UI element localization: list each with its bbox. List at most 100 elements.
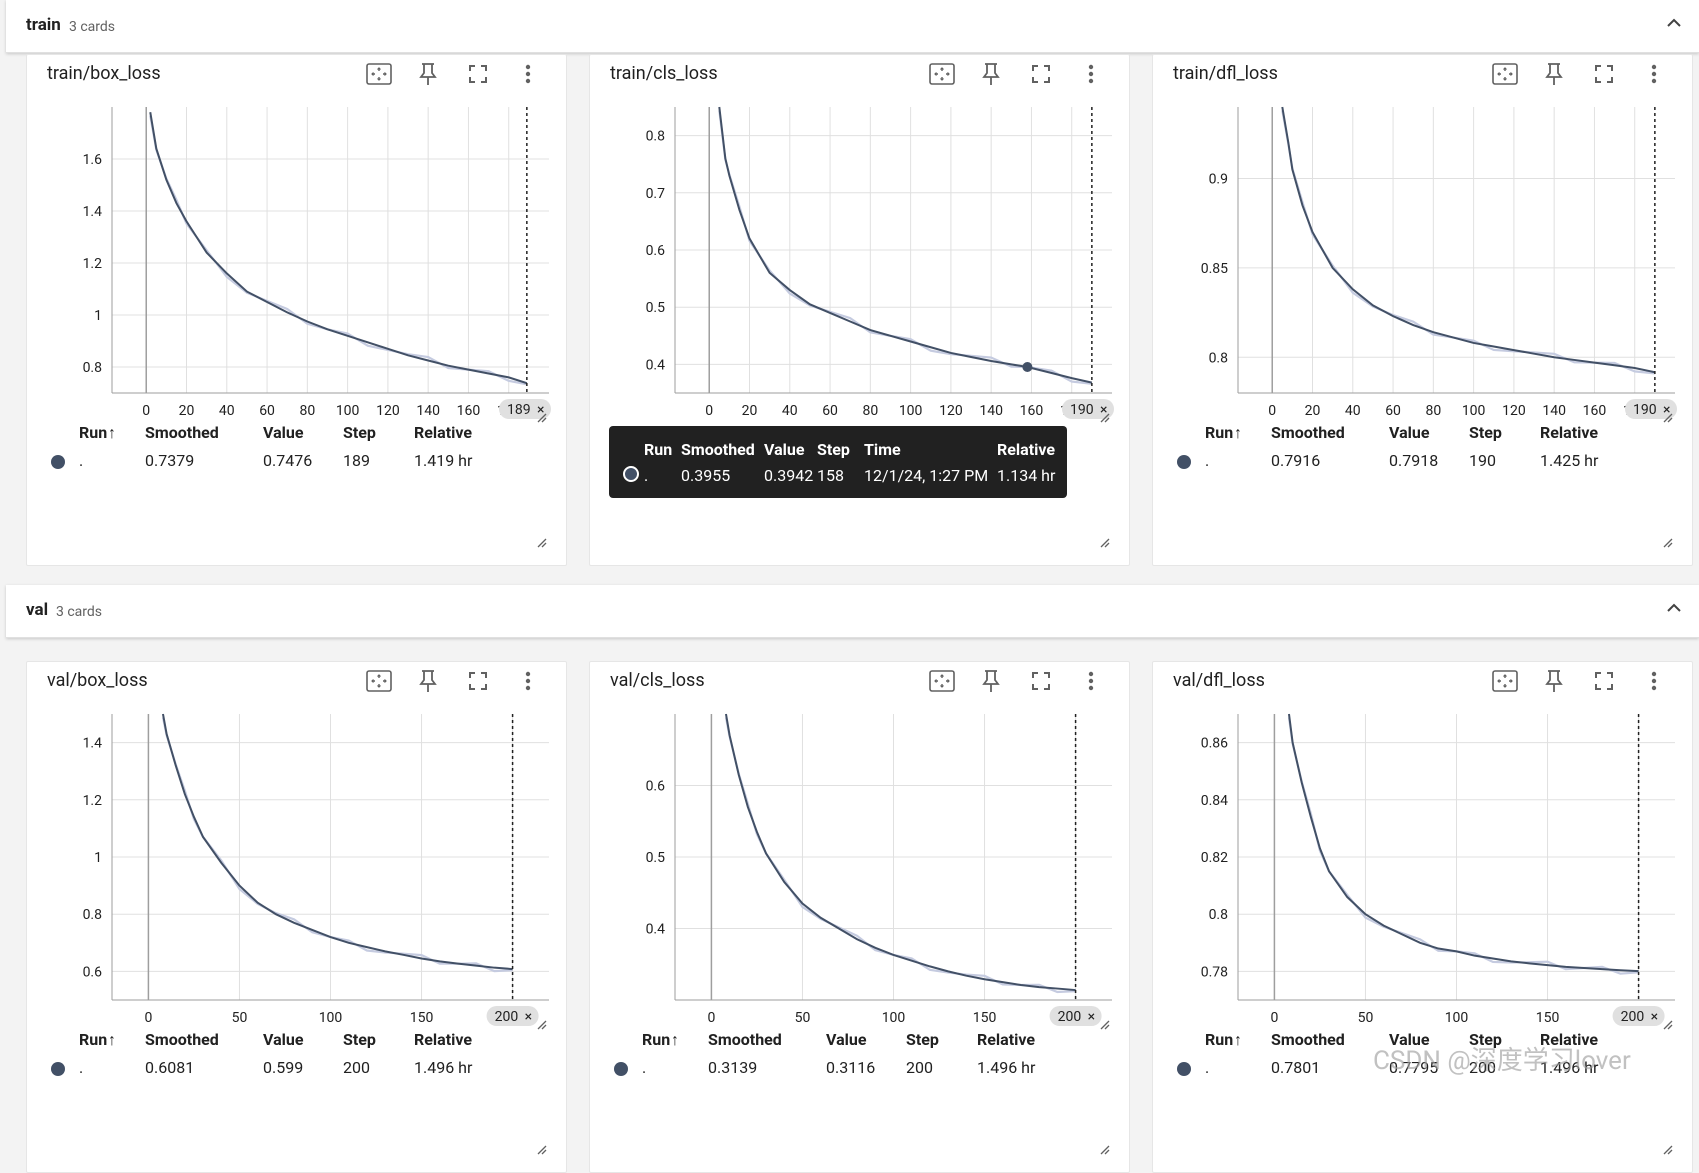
table-header[interactable]: Step (343, 1030, 376, 1049)
step-marker-badge[interactable]: 189 × (499, 399, 551, 419)
y-tick-label: 0.85 (1201, 261, 1228, 277)
table-header[interactable]: Relative (414, 423, 472, 442)
table-header[interactable]: Step (1469, 423, 1502, 442)
x-tick-label: 0 (1270, 1010, 1278, 1026)
pin-icon[interactable] (976, 666, 1006, 696)
table-header[interactable]: Relative (977, 1030, 1035, 1049)
pin-icon[interactable] (413, 666, 443, 696)
x-tick-label: 0 (707, 1010, 715, 1026)
resize-handle-icon[interactable] (1661, 1015, 1673, 1034)
table-header[interactable]: Smoothed (145, 1030, 219, 1049)
more-vert-icon[interactable] (1639, 666, 1669, 696)
sort-arrow-icon: ↑ (1234, 423, 1242, 442)
section-header-val[interactable]: val 3 cards (6, 585, 1699, 638)
fullscreen-icon[interactable] (1589, 666, 1619, 696)
more-vert-icon[interactable] (513, 666, 543, 696)
resize-corner-icon[interactable] (535, 1140, 547, 1159)
fullscreen-icon[interactable] (1026, 666, 1056, 696)
section-header-train[interactable]: train 3 cards (6, 0, 1699, 53)
table-header[interactable]: Step (906, 1030, 939, 1049)
table-header[interactable]: Smoothed (708, 1030, 782, 1049)
smoothed-series-line (1287, 713, 1639, 973)
resize-corner-icon[interactable] (1661, 533, 1673, 552)
pin-icon[interactable] (976, 59, 1006, 89)
fit-domain-icon[interactable] (1490, 666, 1520, 696)
fit-domain-icon[interactable] (927, 59, 957, 89)
table-cell-relative: 1.419 hr (414, 451, 473, 470)
table-cell-step: 189 (343, 451, 370, 470)
table-header[interactable]: Relative (1540, 1030, 1598, 1049)
y-tick-label: 0.8 (83, 360, 103, 376)
line-chart[interactable]: 0 50 100 150 200 0.6 0.8 1 1.2 1.4 200 × (27, 702, 566, 1047)
pin-icon[interactable] (413, 59, 443, 89)
section-name: train (26, 15, 61, 35)
step-marker-badge[interactable]: 200 × (1049, 1006, 1102, 1026)
step-marker-badge[interactable]: 200 × (1612, 1006, 1665, 1026)
table-header[interactable]: Value (1389, 1030, 1430, 1049)
resize-corner-icon[interactable] (1661, 1140, 1673, 1159)
table-cell-step: 200 (1469, 1058, 1496, 1077)
resize-handle-icon[interactable] (1098, 1015, 1110, 1034)
chevron-up-icon[interactable] (1663, 12, 1685, 34)
table-header[interactable]: Relative (414, 1030, 472, 1049)
table-header[interactable]: Smoothed (1271, 423, 1345, 442)
table-cell-run: . (79, 451, 84, 470)
step-marker-badge[interactable]: 190 × (1625, 399, 1677, 419)
resize-corner-icon[interactable] (535, 533, 547, 552)
fullscreen-icon[interactable] (1026, 59, 1056, 89)
table-header[interactable]: Step (343, 423, 376, 442)
pin-icon[interactable] (1539, 59, 1569, 89)
resize-handle-icon[interactable] (1098, 408, 1110, 427)
table-header[interactable]: Value (826, 1030, 867, 1049)
raw-series-line (1287, 717, 1639, 975)
more-vert-icon[interactable] (1076, 59, 1106, 89)
fullscreen-icon[interactable] (1589, 59, 1619, 89)
fullscreen-icon[interactable] (463, 666, 493, 696)
tooltip-cell-relative: 1.134 hr (997, 466, 1056, 485)
table-header[interactable]: Run (1205, 423, 1234, 442)
fullscreen-icon[interactable] (463, 59, 493, 89)
fit-domain-icon[interactable] (927, 666, 957, 696)
y-tick-label: 1.4 (83, 736, 103, 752)
table-header[interactable]: Run (642, 1030, 671, 1049)
run-color-dot (51, 1062, 65, 1076)
run-color-dot (1177, 1062, 1191, 1076)
table-header[interactable]: Run (79, 1030, 108, 1049)
table-header[interactable]: Run (1205, 1030, 1234, 1049)
resize-handle-icon[interactable] (535, 408, 547, 427)
more-vert-icon[interactable] (1076, 666, 1106, 696)
resize-corner-icon[interactable] (1098, 1140, 1110, 1159)
step-marker-badge[interactable]: 190 × (1062, 399, 1114, 419)
table-header[interactable]: Value (263, 423, 304, 442)
line-chart[interactable]: 0204060801001201401601800.40.50.60.70.81… (590, 95, 1129, 440)
resize-corner-icon[interactable] (1098, 533, 1110, 552)
table-cell-run: . (79, 1058, 84, 1077)
y-tick-label: 0.6 (646, 779, 666, 795)
resize-handle-icon[interactable] (535, 1015, 547, 1034)
table-header[interactable]: Step (1469, 1030, 1502, 1049)
table-header[interactable]: Value (1389, 423, 1430, 442)
step-marker-badge[interactable]: 200 × (486, 1006, 539, 1026)
table-header[interactable]: Value (263, 1030, 304, 1049)
fit-domain-icon[interactable] (1490, 59, 1520, 89)
resize-handle-icon[interactable] (1661, 408, 1673, 427)
table-header[interactable]: Relative (1540, 423, 1598, 442)
table-header[interactable]: Run (79, 423, 108, 442)
smoothed-series-line (718, 106, 1093, 384)
table-header[interactable]: Smoothed (145, 423, 219, 442)
fit-domain-icon[interactable] (364, 59, 394, 89)
fit-domain-icon[interactable] (364, 666, 394, 696)
smoothed-series-line (724, 713, 1076, 992)
line-chart[interactable]: 0204060801001201401601800.811.21.41.6189… (27, 95, 566, 440)
line-chart[interactable]: 0 50 100 150 200 0.4 0.5 0.6 200 × (590, 702, 1129, 1047)
more-vert-icon[interactable] (513, 59, 543, 89)
chevron-up-icon[interactable] (1663, 597, 1685, 619)
y-tick-label: 0.5 (646, 300, 666, 316)
pin-icon[interactable] (1539, 666, 1569, 696)
table-header[interactable]: Smoothed (1271, 1030, 1345, 1049)
x-tick-label: 120 (1502, 403, 1526, 419)
x-tick-label: 50 (1358, 1010, 1374, 1026)
more-vert-icon[interactable] (1639, 59, 1669, 89)
line-chart[interactable]: 0 50 100 150 200 0.78 0.8 0.82 0.84 0.86 200 × (1153, 702, 1692, 1047)
